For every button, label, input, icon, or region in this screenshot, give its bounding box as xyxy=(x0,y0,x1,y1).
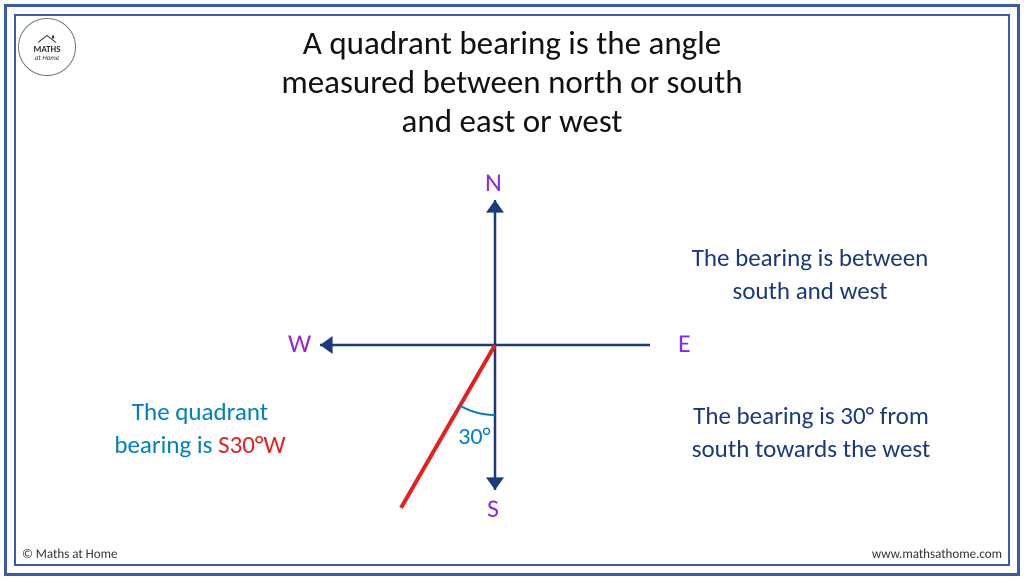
page-title: A quadrant bearing is the anglemeasured … xyxy=(0,24,1024,141)
bearing-value: S30°W xyxy=(218,429,286,460)
annotation-left-line2: bearing is S30°W xyxy=(80,429,320,462)
annotation-left: The quadrant bearing is S30°W xyxy=(80,396,320,461)
copyright: © Maths at Home xyxy=(22,547,117,562)
compass-svg xyxy=(280,175,650,545)
cardinal-s: S xyxy=(487,492,499,524)
cardinal-n: N xyxy=(485,166,502,198)
annotation-left-line1: The quadrant xyxy=(80,396,320,429)
annotation-right-bottom: The bearing is 30° fromsouth towards the… xyxy=(636,400,986,465)
annotation-right-top: The bearing is betweensouth and west xyxy=(650,242,970,307)
compass-diagram: N S E W 30° xyxy=(280,175,650,545)
website: www.mathsathome.com xyxy=(872,547,1002,562)
angle-label: 30° xyxy=(458,422,490,451)
cardinal-e: E xyxy=(678,327,691,359)
cardinal-w: W xyxy=(288,327,311,359)
